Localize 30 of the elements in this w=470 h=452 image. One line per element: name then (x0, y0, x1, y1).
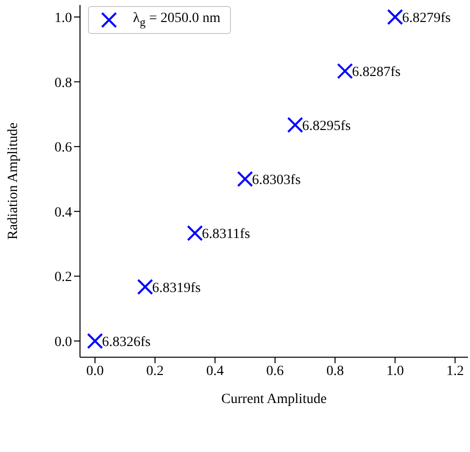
y-tick-label: 1.0 (54, 10, 72, 26)
legend-label: λ$_{g}$ = 2050.0 nm (133, 11, 220, 29)
x-tick-label: 0.2 (146, 364, 164, 380)
x-tick-label: 1.0 (386, 364, 404, 380)
point (137, 278, 154, 295)
annotation: 6.8279fs (402, 10, 451, 26)
point (237, 170, 254, 187)
point (287, 116, 304, 133)
annotation: 6.8287fs (352, 65, 401, 80)
annotation: 6.8295fs (302, 118, 351, 134)
x-tick-label: 0.8 (326, 364, 344, 380)
point (186, 225, 203, 242)
y-tick-label: 0.2 (54, 270, 72, 286)
x-tick-label: 0.4 (206, 364, 224, 380)
annotation: 6.8303fs (252, 172, 301, 188)
annotation: 6.8326fs (102, 335, 151, 350)
point (336, 63, 353, 80)
y-tick-label: 0.8 (54, 76, 72, 91)
y-tick-label: 0.6 (54, 140, 72, 156)
x-tick-label: 1.2 (446, 364, 464, 380)
x-tick-label: 0.0 (86, 364, 104, 380)
annotation: 6.8311fs (202, 227, 250, 242)
point (387, 8, 404, 25)
x-axis-title: Current Amplitude (221, 392, 327, 408)
annotation: 6.8319fs (152, 280, 201, 296)
point (87, 333, 104, 349)
y-tick-label: 0.0 (54, 334, 72, 350)
x-tick-label: 0.6 (266, 364, 284, 380)
y-axis-title: Radiation Amplitude (6, 122, 21, 240)
y-tick-label: 0.4 (54, 205, 72, 220)
